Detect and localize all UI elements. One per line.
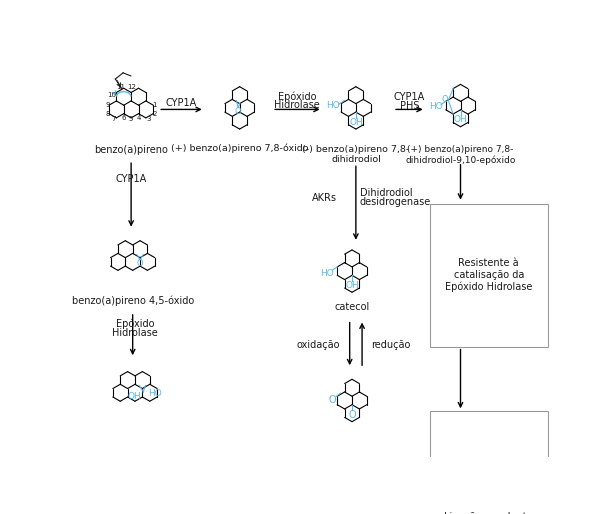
- Text: HO: HO: [327, 101, 340, 111]
- Text: O: O: [328, 395, 336, 405]
- FancyBboxPatch shape: [429, 204, 548, 346]
- Text: (+) benzo(a)pireno 7,8-óxido: (+) benzo(a)pireno 7,8-óxido: [171, 143, 308, 153]
- Text: (+) benzo(a)pireno 7,8-
dihidrodiol-9,10-epóxido: (+) benzo(a)pireno 7,8- dihidrodiol-9,10…: [405, 145, 516, 165]
- Text: OH: OH: [454, 115, 467, 124]
- Text: OH: OH: [128, 392, 141, 401]
- Text: HO: HO: [148, 390, 162, 398]
- Text: desidrogenase: desidrogenase: [360, 197, 431, 207]
- Text: Ligação covalente
ao DNA: Ligação covalente ao DNA: [445, 512, 533, 514]
- Text: 8: 8: [106, 111, 110, 117]
- Text: 4: 4: [137, 115, 141, 121]
- Text: 3: 3: [146, 116, 151, 122]
- Text: 6: 6: [122, 115, 126, 121]
- FancyBboxPatch shape: [429, 411, 548, 514]
- Text: 1: 1: [152, 102, 157, 108]
- Text: 9: 9: [106, 102, 110, 108]
- Text: 11: 11: [117, 84, 125, 90]
- Text: 5: 5: [129, 116, 133, 122]
- Text: O: O: [235, 106, 241, 116]
- Text: catecol: catecol: [335, 302, 370, 311]
- Text: CYP1A: CYP1A: [394, 92, 425, 102]
- Text: benzo(a)pireno 4,5-óxido: benzo(a)pireno 4,5-óxido: [71, 295, 194, 306]
- Text: Hidrolase: Hidrolase: [274, 100, 320, 110]
- Text: redução: redução: [371, 340, 411, 350]
- Text: OH: OH: [349, 118, 363, 126]
- Text: 2: 2: [153, 111, 157, 117]
- Text: CYP1A: CYP1A: [166, 98, 197, 108]
- Text: 10: 10: [108, 92, 117, 98]
- Text: O: O: [348, 410, 356, 420]
- Text: Hidrolase: Hidrolase: [112, 328, 158, 338]
- Text: OH: OH: [345, 281, 359, 290]
- Text: CYP1A: CYP1A: [116, 174, 147, 185]
- Text: AKRs: AKRs: [312, 193, 336, 203]
- Text: 12: 12: [127, 84, 137, 90]
- Text: O: O: [137, 259, 143, 268]
- Text: benzo(a)pireno: benzo(a)pireno: [94, 145, 168, 155]
- Text: 7: 7: [111, 116, 116, 122]
- Text: HO: HO: [429, 102, 443, 111]
- Text: HO: HO: [320, 268, 334, 278]
- Text: Resistente à
catalisação da
Epóxido Hidrolase: Resistente à catalisação da Epóxido Hidr…: [445, 259, 533, 292]
- Text: Epóxido: Epóxido: [278, 92, 316, 102]
- Text: Epóxido: Epóxido: [116, 318, 154, 329]
- Text: oxidação: oxidação: [297, 340, 340, 350]
- Text: O: O: [441, 95, 448, 104]
- Text: PHS: PHS: [400, 101, 419, 111]
- Text: Dihidrodiol: Dihidrodiol: [360, 188, 413, 197]
- Text: (-) benzo(a)pireno 7,8-
dihidrodiol: (-) benzo(a)pireno 7,8- dihidrodiol: [302, 145, 410, 164]
